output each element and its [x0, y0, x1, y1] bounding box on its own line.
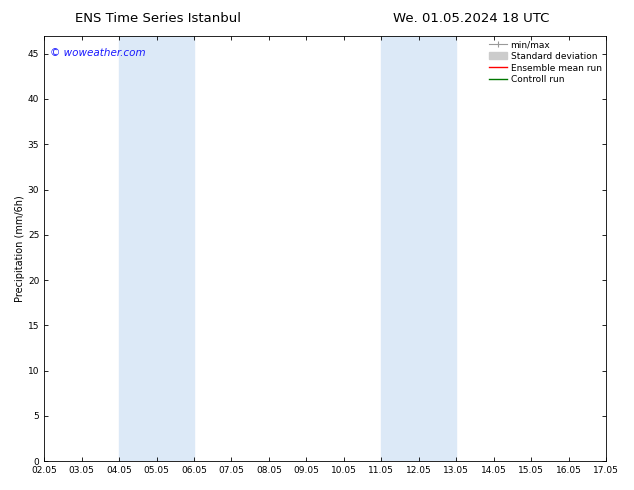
Text: We. 01.05.2024 18 UTC: We. 01.05.2024 18 UTC: [393, 12, 550, 25]
Y-axis label: Precipitation (mm/6h): Precipitation (mm/6h): [15, 195, 25, 302]
Bar: [381, 36, 456, 461]
Bar: [119, 36, 194, 461]
Text: © woweather.com: © woweather.com: [49, 49, 145, 58]
Text: ENS Time Series Istanbul: ENS Time Series Istanbul: [75, 12, 241, 25]
Legend: min/max, Standard deviation, Ensemble mean run, Controll run: min/max, Standard deviation, Ensemble me…: [486, 37, 604, 87]
